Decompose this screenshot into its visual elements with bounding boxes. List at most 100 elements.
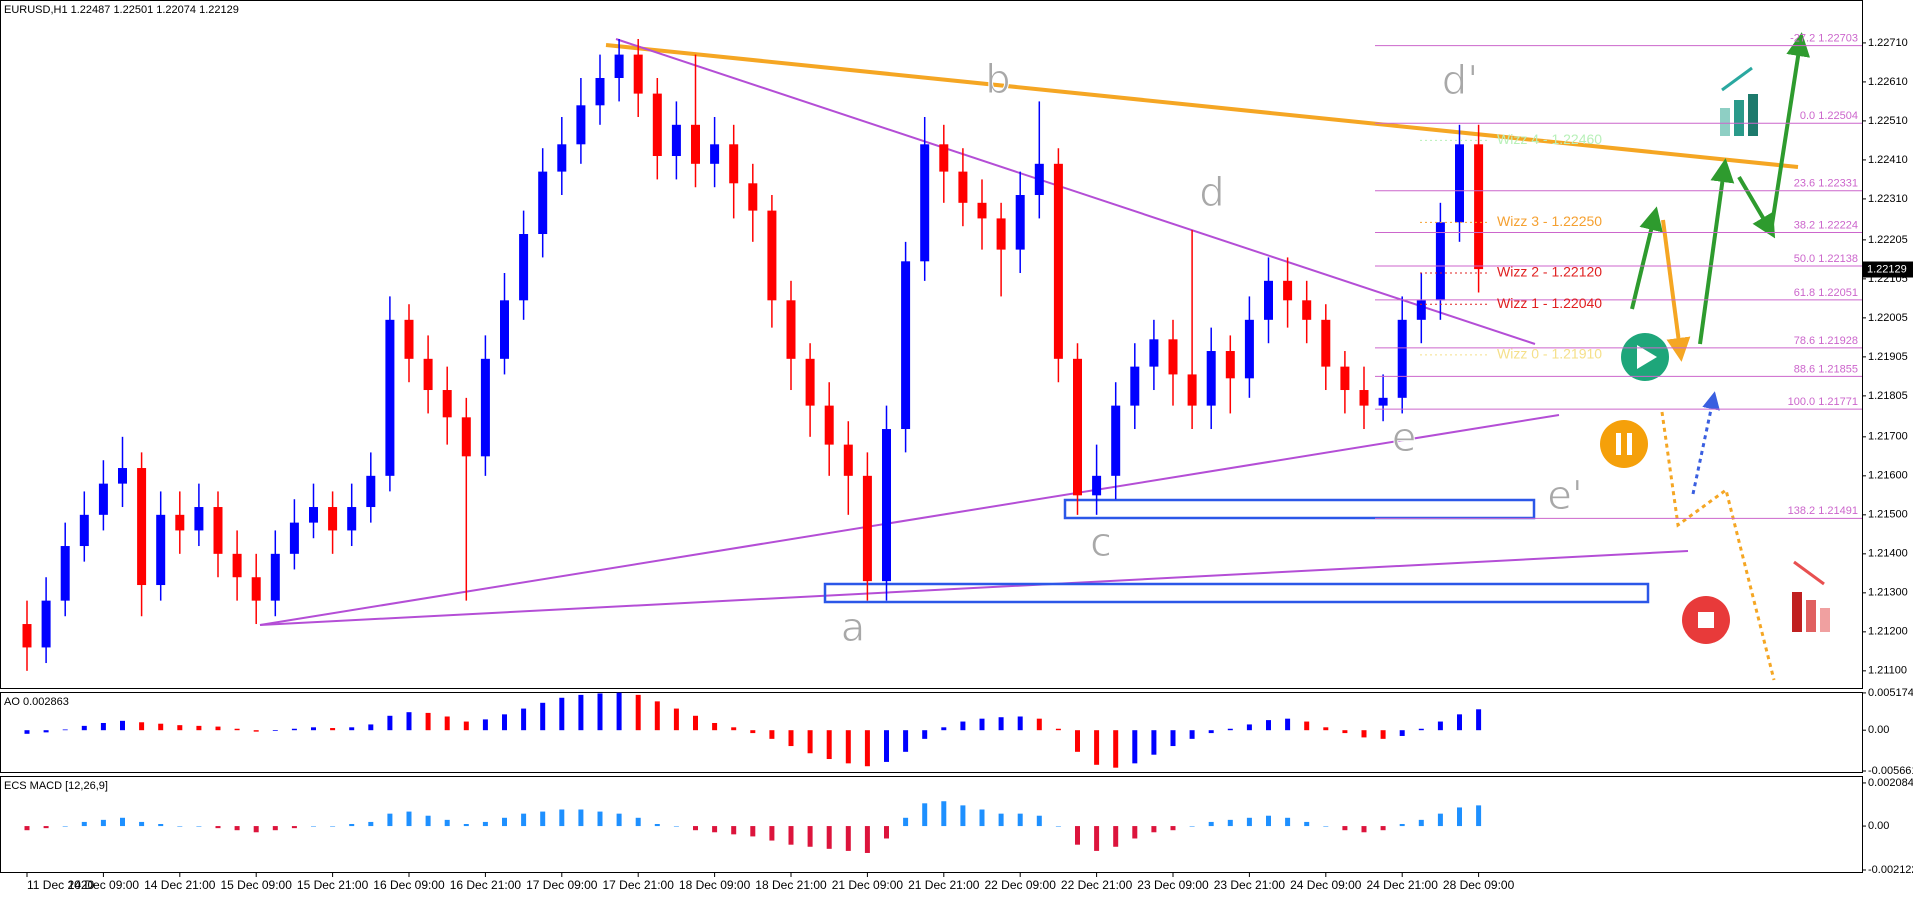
histogram-bar	[1323, 826, 1329, 827]
histogram-bar	[998, 717, 1004, 731]
histogram-bar	[712, 826, 718, 833]
candle-body	[1053, 163, 1063, 359]
histogram-bar	[406, 811, 412, 827]
candle-body	[1149, 339, 1159, 367]
wave-label: b	[985, 57, 1010, 103]
fib-label: 100.0 1.21771	[1788, 396, 1858, 408]
histogram-bar	[864, 826, 870, 853]
candle-body	[213, 507, 223, 554]
candle-body	[461, 417, 471, 457]
histogram-bar	[1055, 826, 1061, 827]
zone-box	[1063, 498, 1536, 520]
bar-icon	[1820, 608, 1830, 632]
histogram-bar	[673, 826, 679, 827]
histogram-bar	[769, 730, 775, 739]
histogram-bar	[482, 821, 488, 827]
y-tick-label: 0.005174	[1868, 687, 1913, 699]
histogram-bar	[845, 730, 851, 764]
histogram-bar	[826, 826, 832, 849]
candle-body	[347, 507, 357, 531]
x-tick-label: 21 Dec 09:00	[832, 878, 904, 892]
drawings	[259, 38, 1799, 626]
x-tick-label: 21 Dec 21:00	[908, 878, 980, 892]
histogram-bar	[1323, 727, 1329, 731]
histogram-bar	[998, 813, 1004, 827]
wizz-label: Wizz 0 - 1.21910	[1497, 346, 1602, 362]
histogram-bar	[979, 809, 985, 827]
histogram-bar	[521, 708, 527, 731]
macd-panel-frame	[0, 776, 1863, 873]
histogram-bar	[559, 697, 565, 731]
x-tick-label: 17 Dec 21:00	[603, 878, 675, 892]
histogram-bar	[272, 730, 278, 731]
chart-title: EURUSD,H1 1.22487 1.22501 1.22074 1.2212…	[4, 4, 239, 16]
histogram-bar	[425, 815, 431, 827]
bar-icon	[1748, 94, 1758, 136]
histogram-bar	[1361, 826, 1367, 833]
arrow	[1737, 175, 1776, 239]
histogram-bar	[540, 811, 546, 827]
histogram-bar	[368, 821, 374, 827]
candle-body	[232, 553, 242, 578]
histogram-bar	[196, 826, 202, 827]
histogram-bar	[1285, 718, 1291, 731]
candle-body	[805, 358, 815, 406]
wave-label: e'	[1547, 473, 1583, 519]
histogram-bar	[1437, 813, 1443, 827]
histogram-bar	[177, 725, 183, 731]
y-tick-label: 1.21400	[1868, 548, 1908, 560]
wizz-label: Wizz 2 - 1.22120	[1497, 264, 1602, 280]
histogram-bar	[1227, 819, 1233, 827]
histogram-bar	[24, 826, 30, 831]
histogram-bar	[444, 716, 450, 731]
candle-body	[939, 144, 949, 172]
histogram-bar	[1304, 721, 1310, 731]
candle-body	[442, 390, 452, 418]
candle-body	[289, 522, 299, 554]
histogram-bar	[1437, 721, 1443, 731]
histogram-bar	[1399, 730, 1405, 736]
wizz-label: Wizz 3 - 1.22250	[1497, 213, 1602, 229]
histogram-bar	[884, 730, 889, 762]
histogram-bar	[349, 727, 355, 731]
y-tick-label: 0.00	[1868, 724, 1889, 736]
histogram-bar	[578, 694, 584, 731]
histogram-bar	[81, 725, 87, 731]
candle-body	[118, 468, 127, 484]
candle-body	[79, 514, 89, 547]
histogram-bar	[1151, 826, 1157, 833]
x-tick-label: 16 Dec 21:00	[450, 878, 522, 892]
histogram-bar	[349, 824, 355, 827]
histogram-bar	[1113, 826, 1119, 847]
y-tick-label: 1.22005	[1868, 312, 1908, 324]
play-glyph	[1637, 345, 1657, 369]
candle-body	[748, 183, 758, 211]
candle-body	[652, 93, 662, 157]
histogram-bar	[62, 826, 68, 827]
histogram-bar	[788, 730, 794, 747]
histogram-bar	[922, 803, 928, 827]
histogram-bar	[1151, 730, 1157, 755]
arrow	[1661, 219, 1691, 362]
dotted-path	[1660, 411, 1776, 681]
histogram-bar	[177, 826, 183, 827]
wave-label: c	[1090, 520, 1112, 566]
histogram-bar	[960, 805, 966, 827]
histogram-bar	[635, 817, 641, 827]
wave-label: a	[841, 605, 866, 651]
histogram-bar	[330, 728, 336, 731]
candle-body	[1034, 163, 1044, 196]
candle-body	[1244, 319, 1254, 379]
stop-glyph	[1698, 612, 1714, 628]
histogram-bar	[1208, 730, 1214, 734]
trendline	[605, 43, 1799, 169]
histogram-bar	[1266, 815, 1271, 827]
histogram-bar	[291, 826, 297, 829]
x-tick-label: 16 Dec 09:00	[373, 878, 445, 892]
histogram-bar	[311, 727, 316, 731]
candle-body	[41, 600, 51, 648]
candle-body	[1168, 339, 1178, 375]
histogram-bar	[578, 809, 584, 827]
candle-body	[1321, 319, 1331, 367]
histogram-bar	[100, 722, 106, 731]
